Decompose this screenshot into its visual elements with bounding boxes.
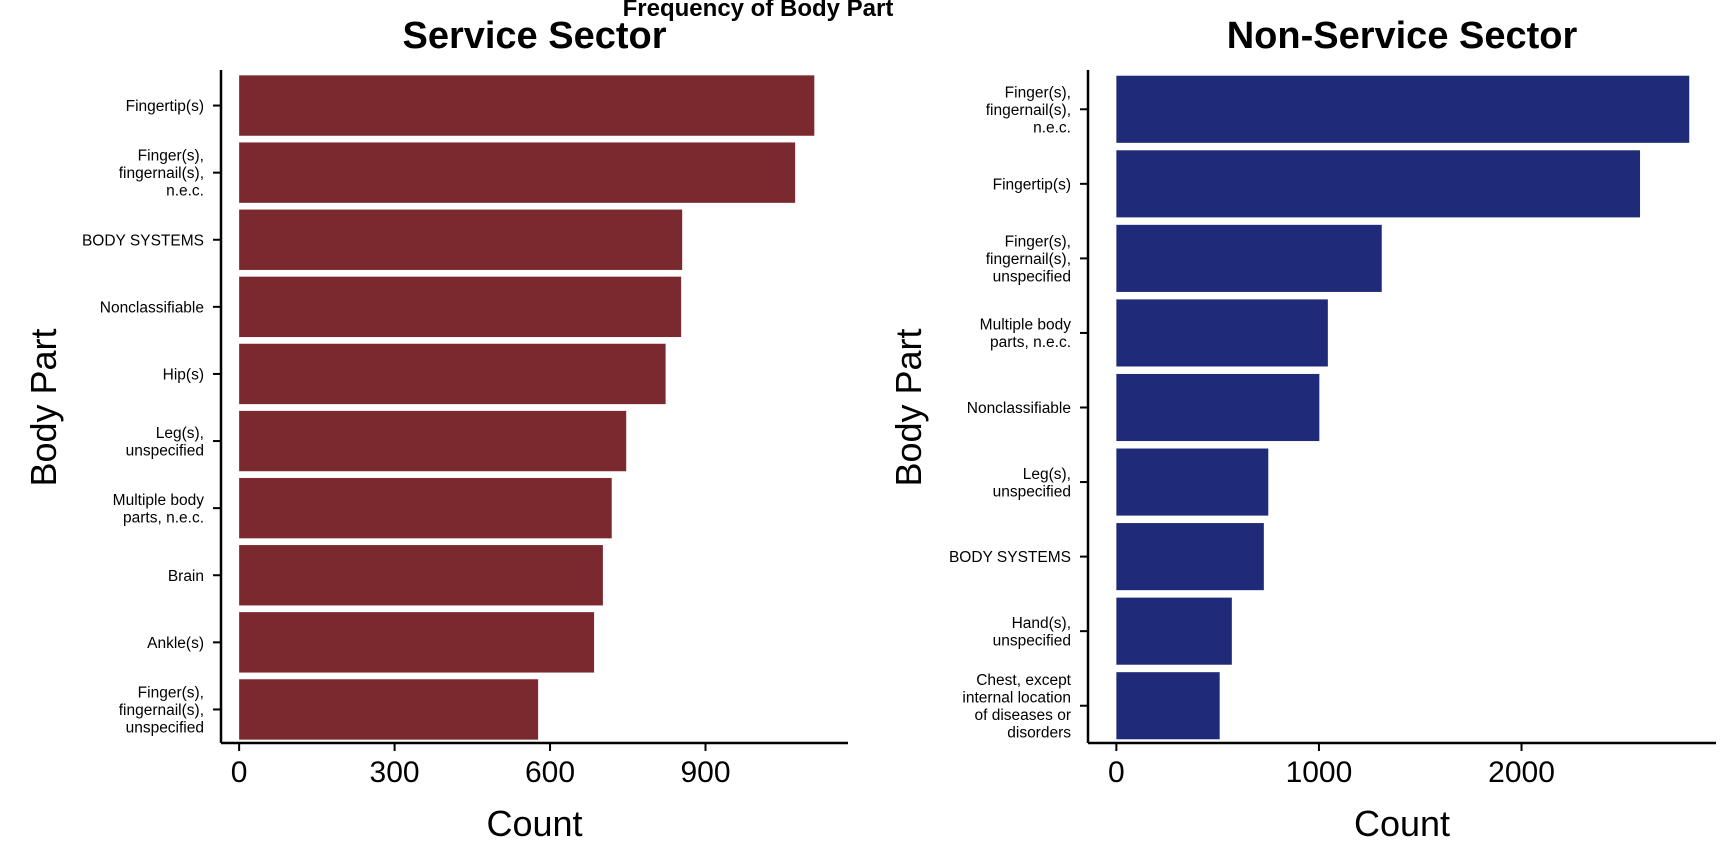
non-service-bar-hand-s-unspecified <box>1116 597 1232 665</box>
service-bar-multiple-body-parts-n-e-c <box>239 477 612 539</box>
non-service-ytick-label: Finger(s), fingernail(s), n.e.c. <box>986 84 1071 136</box>
non-service-ytick-label: Finger(s), fingernail(s), unspecified <box>986 233 1071 285</box>
service-bar-leg-s-unspecified <box>239 410 627 472</box>
service-xtick-label: 600 <box>525 756 575 789</box>
service-ytick-label: BODY SYSTEMS <box>82 232 204 249</box>
non-service-sector-panel: Non-Service Sector Finger(s), fingernail(s… <box>888 15 1716 844</box>
non-service-ytick-label: Nonclassifiable <box>967 400 1071 417</box>
service-ytick-label: Fingertip(s) <box>126 98 204 115</box>
figure-suptitle: Frequency of Body Part <box>623 0 894 22</box>
service-bar-finger-s-fingernail-s-n-e-c <box>239 142 796 203</box>
non-service-bar-leg-s-unspecified <box>1116 448 1269 516</box>
service-bar-ankle-s <box>239 612 595 673</box>
non-service-ytick-label: Multiple body parts, n.e.c. <box>980 317 1072 352</box>
service-ytick-label: Nonclassifiable <box>100 299 204 316</box>
service-bar-body-systems <box>239 209 683 270</box>
non-service-bar-body-systems <box>1116 523 1264 591</box>
non-service-ytick-label: Chest, except internal location of disease… <box>962 672 1071 742</box>
service-bar-fingertip-s <box>239 75 815 136</box>
service-bar-brain <box>239 545 603 606</box>
non-service-ytick-label: Leg(s), unspecified <box>993 466 1071 501</box>
service-ytick-label: Leg(s), unspecified <box>126 425 204 460</box>
service-xtick-label: 900 <box>680 756 730 789</box>
service-ytick-label: Multiple body parts, n.e.c. <box>113 492 205 527</box>
service-title: Service Sector <box>402 15 666 57</box>
non-service-ytick-label: BODY SYSTEMS <box>949 549 1071 566</box>
non-service-ytick-label: Fingertip(s) <box>993 176 1071 193</box>
service-bar-finger-s-fingernail-s-unspecified <box>239 679 539 740</box>
non-service-x-axis-label: Count <box>1354 803 1450 844</box>
non-service-bar-finger-s-fingernail-s-unspecified <box>1116 224 1382 292</box>
non-service-title: Non-Service Sector <box>1227 15 1578 57</box>
service-bar-nonclassifiable <box>239 276 682 338</box>
service-xtick-label: 0 <box>231 756 248 789</box>
non-service-xtick-label: 1000 <box>1286 756 1353 789</box>
service-bar-hip-s <box>239 343 666 405</box>
non-service-bar-multiple-body-parts-n-e-c <box>1116 299 1328 367</box>
service-y-axis-label: Body Part <box>23 328 64 486</box>
service-xtick-label: 300 <box>370 756 420 789</box>
non-service-xtick-label: 0 <box>1108 756 1125 789</box>
non-service-bar-fingertip-s <box>1116 150 1641 218</box>
non-service-xtick-label: 2000 <box>1488 756 1555 789</box>
service-ytick-label: Ankle(s) <box>147 635 204 652</box>
service-ytick-label: Finger(s), fingernail(s), unspecified <box>119 684 204 736</box>
service-ytick-label: Hip(s) <box>163 366 204 383</box>
non-service-y-axis-label: Body Part <box>888 328 929 486</box>
service-sector-panel: Service Sector Fingertip(s) Finger(s), fing… <box>23 15 848 844</box>
non-service-ytick-label: Hand(s), unspecified <box>993 615 1071 650</box>
service-ytick-label: Finger(s), fingernail(s), n.e.c. <box>119 148 204 200</box>
non-service-bar-chest-except-internal-location-of-diseases-or-disorders <box>1116 672 1220 740</box>
service-x-axis-label: Count <box>486 803 582 844</box>
non-service-bar-nonclassifiable <box>1116 373 1320 442</box>
service-ytick-label: Brain <box>168 568 204 585</box>
non-service-bar-finger-s-fingernail-s-n-e-c <box>1116 75 1690 143</box>
